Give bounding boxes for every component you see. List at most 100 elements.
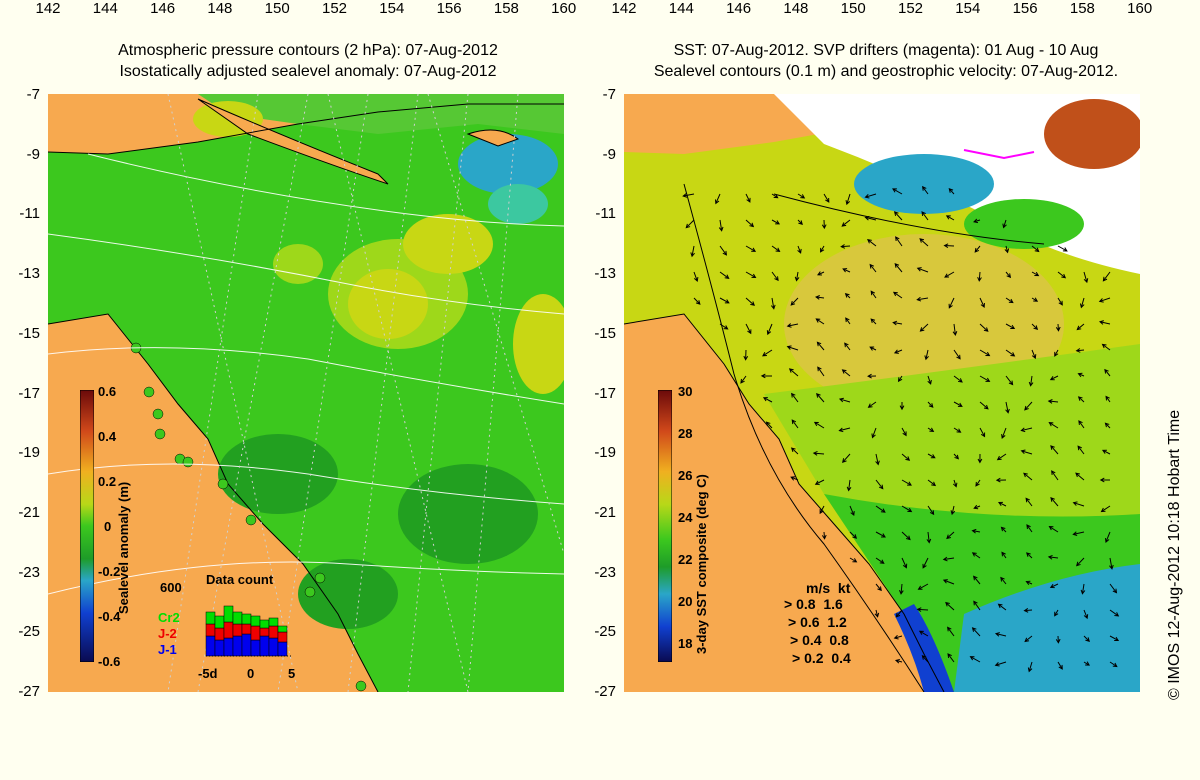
velocity-arrow (975, 479, 981, 487)
y-tick-label: -19 (18, 444, 40, 462)
velocity-arrow (953, 427, 962, 433)
velocity-arrow (1098, 320, 1111, 325)
velocity-arrow (823, 193, 830, 203)
velocity-arrow (794, 271, 800, 282)
high-anomaly-patch (348, 269, 428, 339)
velocity-arrow (1049, 375, 1059, 381)
velocity-arrow (901, 557, 908, 569)
velocity-arrow (1000, 526, 1007, 533)
pressure-contours (48, 153, 564, 595)
velocity-arrow (786, 323, 799, 328)
velocity-arrow (916, 296, 929, 302)
sst-colorbar-label: 3-day SST composite (deg C) (694, 474, 709, 654)
colorbar-tick: 0.6 (98, 384, 117, 399)
left-map-title: Atmospheric pressure contours (2 hPa): 0… (48, 40, 568, 82)
velocity-arrow (927, 479, 937, 487)
velocity-arrow (1109, 583, 1118, 594)
velocity-unit-ms: m/s (806, 580, 831, 596)
velocity-arrow (841, 369, 851, 377)
y-tick-label: -15 (18, 324, 40, 342)
cold-coastal-strip (894, 604, 954, 692)
y-tick-label: -11 (595, 205, 616, 223)
velocity-arrow (842, 268, 851, 273)
velocity-arrow (846, 479, 852, 492)
colorbar-tick: -0.2 (98, 564, 121, 579)
velocity-arrow (901, 505, 913, 513)
velocity-arrow (1051, 470, 1059, 481)
svp-drifter-track (963, 149, 1035, 160)
y-tick-label: -21 (594, 503, 616, 521)
velocity-arrow (845, 193, 851, 206)
velocity-arrow (743, 349, 749, 361)
velocity-arrow (745, 219, 755, 228)
histogram-tick: -5d (198, 666, 218, 681)
high-anomaly-patch (403, 214, 493, 274)
y-tick-label: -13 (594, 265, 616, 283)
velocity-arrow (1050, 445, 1059, 455)
satellite-tracks (167, 94, 564, 692)
velocity-arrow (875, 531, 886, 538)
velocity-arrow (901, 453, 911, 461)
velocity-arrow (916, 267, 929, 273)
colorbar-tick: 20 (678, 594, 693, 609)
velocity-arrow (745, 323, 752, 335)
velocity-arrow (1101, 343, 1111, 351)
velocity-arrow (1100, 505, 1111, 513)
velocity-arrow (1083, 609, 1089, 620)
velocity-arrow (790, 476, 799, 481)
x-tick-label: 146 (726, 0, 752, 17)
y-tick-label: -21 (18, 503, 40, 521)
velocity-arrows (682, 185, 1120, 673)
x-tick-label: 156 (1012, 0, 1038, 17)
velocity-arrow (791, 392, 799, 403)
velocity-arrow (1002, 219, 1007, 229)
velocity-arrow (895, 609, 903, 618)
cold-sst-patch (954, 564, 1140, 692)
velocity-arrow (842, 453, 851, 463)
sst-map: 3-day SST composite (deg C) 30 28 26 24 … (624, 94, 1140, 692)
velocity-arrow (790, 447, 799, 455)
velocity-arrow (1005, 323, 1016, 330)
velocity-arrow (973, 575, 981, 585)
velocity-arrow (867, 373, 877, 379)
velocity-arrow (901, 479, 912, 486)
velocity-arrow (947, 626, 955, 637)
velocity-arrow (1031, 271, 1040, 277)
velocity-arrow (1025, 580, 1033, 586)
velocity-arrow (947, 653, 955, 663)
velocity-arrow (927, 401, 934, 408)
velocity-arrow (1026, 552, 1033, 559)
colorbar-tick: -0.4 (98, 609, 121, 624)
velocity-arrow (926, 531, 932, 544)
velocity-arrow (1023, 472, 1033, 481)
colorbar-tick: -0.6 (98, 654, 121, 669)
velocity-arrow (1076, 323, 1085, 331)
velocity-arrow (797, 193, 806, 199)
velocity-arrow (1083, 661, 1091, 666)
velocity-arrow (867, 401, 877, 408)
velocity-arrow (971, 528, 981, 534)
velocity-arrow (893, 349, 903, 354)
velocity-arrow (1001, 427, 1007, 440)
velocity-arrow (1031, 297, 1039, 302)
y-tick-label: -7 (602, 86, 616, 103)
velocity-arrow (995, 477, 1007, 483)
x-tick-label: 154 (379, 0, 405, 17)
velocity-arrow (919, 323, 929, 332)
velocity-arrow (1020, 449, 1033, 455)
velocity-arrow (1005, 375, 1014, 386)
velocity-arrow (770, 297, 776, 310)
x-tick-label: 160 (1127, 0, 1153, 17)
hot-sst-patch (1044, 99, 1140, 169)
x-tick-label: 142 (611, 0, 637, 17)
colorbar-tick: 24 (678, 510, 693, 525)
velocity-arrow (1102, 271, 1111, 282)
velocity-arrow (719, 297, 730, 304)
velocity-arrow (869, 263, 877, 273)
velocity-arrow (952, 323, 958, 336)
high-anomaly-patch (513, 294, 564, 394)
velocity-arrow (1099, 477, 1111, 483)
velocity-arrow (1075, 472, 1085, 481)
coastline (624, 313, 945, 692)
velocity-arrow (893, 211, 903, 221)
